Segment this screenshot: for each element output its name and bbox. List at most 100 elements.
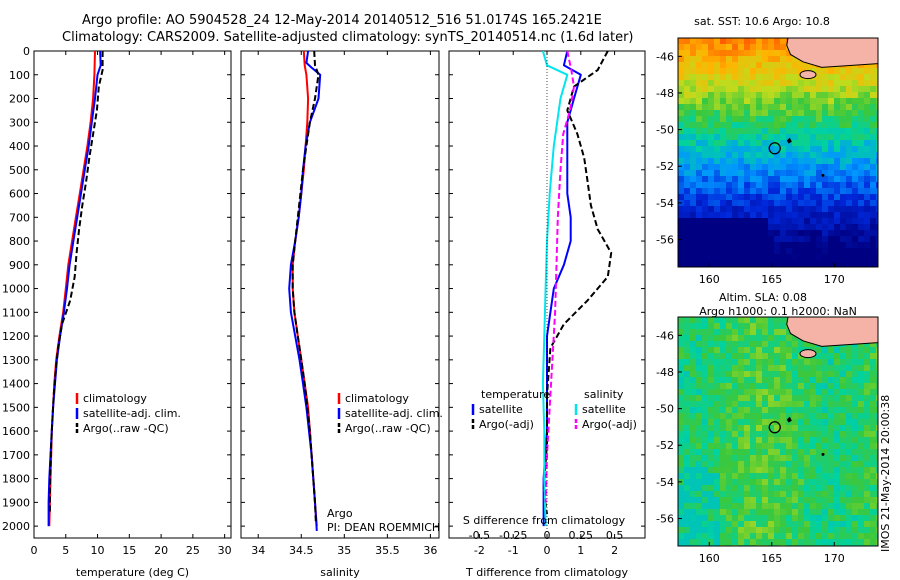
map-cell [768, 206, 774, 212]
map-cell [738, 56, 744, 62]
map-cell [828, 164, 834, 170]
map-cell [720, 407, 726, 413]
map-cell [678, 116, 684, 122]
map-cell [678, 62, 684, 68]
map-cell [726, 110, 732, 116]
map-cell [858, 461, 864, 467]
map-cell [828, 533, 834, 539]
map-cell [720, 260, 726, 266]
map-cell [708, 86, 714, 92]
map-cell [678, 407, 684, 413]
map-cell [678, 254, 684, 260]
map-cell [780, 383, 786, 389]
map-cell [714, 206, 720, 212]
map-cell [732, 341, 738, 347]
map-cell [792, 80, 798, 86]
map-cell [774, 242, 780, 248]
map-cell [684, 365, 690, 371]
map-cell [720, 212, 726, 218]
map-cell [792, 461, 798, 467]
map-cell [780, 359, 786, 365]
map-cell [768, 122, 774, 128]
map-cell [822, 188, 828, 194]
map-cell [786, 62, 792, 68]
map-cell [696, 329, 702, 335]
map-cell [768, 158, 774, 164]
map-cell [804, 491, 810, 497]
map-cell [786, 128, 792, 134]
map-cell [738, 437, 744, 443]
map-cell [744, 122, 750, 128]
map-cell [720, 146, 726, 152]
map-cell [852, 533, 858, 539]
map-cell [780, 74, 786, 80]
map-cell [804, 443, 810, 449]
map-cell [708, 50, 714, 56]
header-title-line2: Climatology: CARS2009. Satellite-adjuste… [62, 30, 634, 45]
map-cell [852, 224, 858, 230]
map-cell [762, 419, 768, 425]
map-cell [744, 230, 750, 236]
map-cell [798, 128, 804, 134]
map-cell [696, 134, 702, 140]
map-cell [714, 38, 720, 44]
map-cell [792, 116, 798, 122]
map-cell [870, 152, 876, 158]
map-cell [732, 134, 738, 140]
map-cell [720, 371, 726, 377]
map-cell [822, 218, 828, 224]
map-cell [786, 212, 792, 218]
map-cell [678, 473, 684, 479]
map-cell [696, 461, 702, 467]
map-cell [738, 86, 744, 92]
map-cell [876, 461, 878, 467]
map-cell [816, 122, 822, 128]
map-cell [798, 122, 804, 128]
map-cell [876, 224, 878, 230]
map-cell [756, 365, 762, 371]
map-cell [744, 50, 750, 56]
map-cell [744, 347, 750, 353]
map-cell [852, 98, 858, 104]
map-cell [834, 365, 840, 371]
map-cell [828, 461, 834, 467]
map-cell [726, 389, 732, 395]
map-cell [768, 527, 774, 533]
map-cell [810, 224, 816, 230]
map-cell [828, 377, 834, 383]
map-cell [696, 158, 702, 164]
map-cell [690, 170, 696, 176]
map-cell [876, 521, 878, 527]
map-cell [852, 383, 858, 389]
map-cell [708, 527, 714, 533]
map-cell [798, 431, 804, 437]
map-cell [678, 260, 684, 266]
map-cell [774, 497, 780, 503]
map-cell [798, 461, 804, 467]
map-cell [864, 68, 870, 74]
map-cell [756, 260, 762, 266]
map-cell [816, 425, 822, 431]
y-tick-label: 1800 [2, 473, 30, 486]
map-cell [870, 467, 876, 473]
map-cell [804, 449, 810, 455]
map-cell [846, 479, 852, 485]
map-cell [714, 128, 720, 134]
map-cell [768, 401, 774, 407]
map-cell [756, 485, 762, 491]
map-cell [786, 254, 792, 260]
map-cell [684, 230, 690, 236]
map-cell [762, 371, 768, 377]
map-cell [840, 230, 846, 236]
map-cell [834, 425, 840, 431]
map-cell [756, 86, 762, 92]
map-cell [804, 92, 810, 98]
map-cell [852, 347, 858, 353]
map-cell [714, 503, 720, 509]
map-cell [726, 515, 732, 521]
map-cell [840, 212, 846, 218]
map-cell [870, 182, 876, 188]
map-cell [852, 200, 858, 206]
map-cell [870, 455, 876, 461]
map-cell [792, 449, 798, 455]
